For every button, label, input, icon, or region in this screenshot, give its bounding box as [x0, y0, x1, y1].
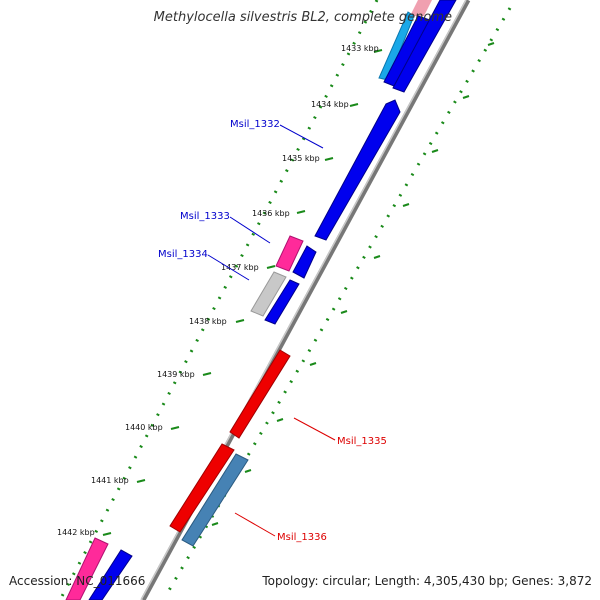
label-msil-1335[interactable]: Msil_1335 — [337, 436, 387, 447]
label-msil-1332[interactable]: Msil_1332 — [230, 119, 280, 130]
tick-label-1433: 1433 kbp — [341, 44, 379, 53]
tick-mark — [136, 479, 146, 483]
tick-mark — [373, 49, 383, 53]
leader-msil-1332 — [279, 124, 324, 149]
gene-labels: Msil_1332 Msil_1333 Msil_1334 Msil_1335 … — [158, 119, 387, 543]
leader-msil-1335 — [293, 417, 336, 441]
feature-rna-top[interactable] — [410, 0, 432, 16]
tick-label-1434: 1434 kbp — [311, 100, 349, 109]
genome-summary: Topology: circular; Length: 4,305,430 bp… — [262, 574, 592, 588]
tick-label-1440: 1440 kbp — [125, 423, 163, 432]
gene-msil-1335[interactable] — [229, 349, 291, 439]
gene-msil-1334[interactable] — [250, 271, 287, 317]
feature-blue-top-b[interactable] — [392, 0, 457, 93]
feature-blue-bottom[interactable] — [88, 549, 133, 600]
accession-label: Accession: NC_011666 — [9, 574, 146, 588]
scale-ticks: 1433 kbp 1434 kbp 1435 kbp 1436 kbp 1437… — [57, 44, 383, 537]
tick-label-1435: 1435 kbp — [282, 154, 320, 163]
tick-mark — [235, 319, 245, 323]
tick-label-1438: 1438 kbp — [189, 317, 227, 326]
tick-mark — [324, 157, 334, 161]
label-msil-1336[interactable]: Msil_1336 — [277, 532, 327, 543]
feature-rna-bottom[interactable] — [65, 537, 109, 600]
tick-label-1437: 1437 kbp — [221, 263, 259, 272]
tick-mark — [266, 265, 276, 269]
tick-mark — [349, 103, 359, 107]
tick-mark — [102, 532, 112, 536]
outer-ticks — [211, 42, 495, 526]
label-msil-1333[interactable]: Msil_1333 — [180, 211, 230, 222]
leader-msil-1334 — [207, 254, 250, 281]
label-msil-1334[interactable]: Msil_1334 — [158, 249, 208, 260]
gene-msil-1336[interactable] — [169, 443, 235, 533]
gene-msil-1333[interactable] — [275, 235, 304, 272]
tick-label-1439: 1439 kbp — [157, 370, 195, 379]
feature-blue-small[interactable] — [292, 245, 317, 279]
tick-label-1441: 1441 kbp — [91, 476, 129, 485]
tick-label-1442: 1442 kbp — [57, 528, 95, 537]
tick-mark — [202, 372, 212, 376]
feature-blue-mid[interactable] — [264, 279, 300, 325]
tick-label-1436: 1436 kbp — [252, 209, 290, 218]
feature-steelblue[interactable] — [181, 453, 249, 547]
tick-mark — [170, 426, 180, 430]
leader-msil-1333 — [229, 216, 271, 244]
leader-msil-1336 — [234, 512, 276, 537]
inner-dotted-ring — [58, 0, 379, 600]
genome-title: Methylocella silvestris BL2, complete ge… — [153, 10, 452, 25]
gene-msil-1332[interactable] — [314, 99, 401, 241]
tick-mark — [296, 210, 306, 214]
